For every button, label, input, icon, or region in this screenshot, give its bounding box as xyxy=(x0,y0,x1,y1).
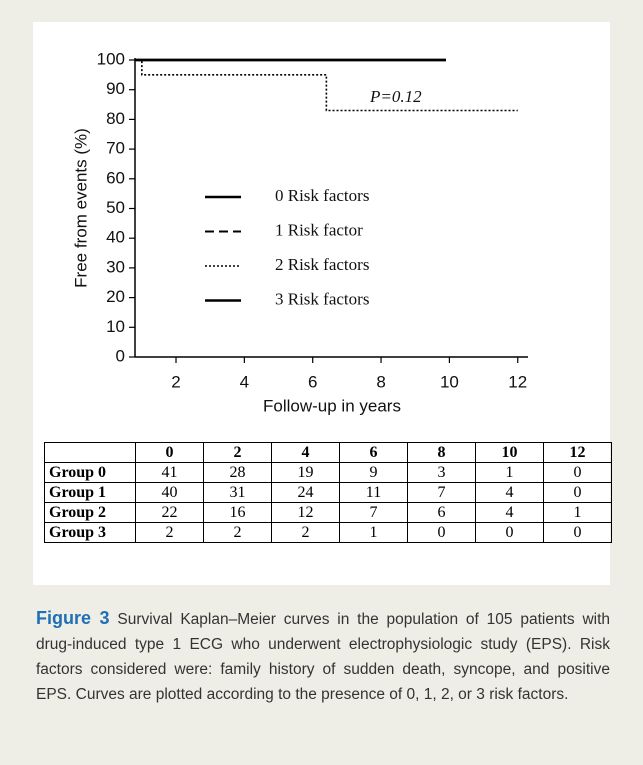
x-axis-label: Follow-up in years xyxy=(263,396,401,415)
column-header: 4 xyxy=(271,442,340,463)
column-header: 2 xyxy=(203,442,272,463)
table-cell: 1 xyxy=(543,502,612,523)
annotation: P=0.12 xyxy=(369,87,422,106)
chart: Free from events (%) Follow-up in years … xyxy=(71,49,528,415)
table-cell: 2 xyxy=(135,522,204,543)
table-cell: 40 xyxy=(135,482,204,503)
x-tick-label: 6 xyxy=(308,372,317,391)
y-tick-label: 30 xyxy=(106,257,125,276)
row-label: Group 1 xyxy=(44,482,136,503)
table-cell: 3 xyxy=(407,462,476,483)
table-row: Group 0 41 28 19 9 3 1 0 xyxy=(44,462,612,483)
table-cell: 0 xyxy=(475,522,544,543)
x-tick-label: 10 xyxy=(440,372,459,391)
row-label: Group 3 xyxy=(44,522,136,543)
table-cell: 41 xyxy=(135,462,204,483)
y-tick-label: 20 xyxy=(106,287,125,306)
legend-label: 1 Risk factor xyxy=(275,220,363,239)
caption-text: Survival Kaplan–Meier curves in the popu… xyxy=(36,611,611,703)
row-label: Group 2 xyxy=(44,502,136,523)
table-cell: 4 xyxy=(475,482,544,503)
table-cell: 28 xyxy=(203,462,272,483)
legend-label: 2 Risk factors xyxy=(275,255,369,274)
at-risk-table: 0 2 4 6 8 10 12 Group 0 41 28 19 9 3 1 0 Group 1 40 31 24 1… xyxy=(44,442,612,543)
table-cell: 6 xyxy=(407,502,476,523)
table-cell: 22 xyxy=(135,502,204,523)
column-header: 12 xyxy=(543,442,612,463)
survival-curve xyxy=(135,59,518,112)
x-tick-label: 2 xyxy=(171,372,180,391)
table-cell: 31 xyxy=(203,482,272,503)
table-cell: 2 xyxy=(271,522,340,543)
y-tick-label: 100 xyxy=(97,49,125,68)
y-tick-label: 0 xyxy=(116,346,125,365)
table-cell: 1 xyxy=(339,522,408,543)
table-cell: 11 xyxy=(339,482,408,503)
x-tick-label: 12 xyxy=(508,372,527,391)
table-cell: 1 xyxy=(475,462,544,483)
table-cell: 16 xyxy=(203,502,272,523)
table-cell: 9 xyxy=(339,462,408,483)
table-cell: 19 xyxy=(271,462,340,483)
table-cell: 0 xyxy=(543,462,612,483)
y-tick-label: 80 xyxy=(106,109,125,128)
caption-label: Figure 3 xyxy=(36,608,110,628)
y-axis-label: Free from events (%) xyxy=(71,128,90,288)
y-tick-label: 60 xyxy=(106,168,125,187)
x-tick-label: 4 xyxy=(240,372,249,391)
header-row: 0 2 4 6 8 10 12 xyxy=(44,442,612,463)
x-tick-label: 8 xyxy=(376,372,385,391)
table-cell: 4 xyxy=(475,502,544,523)
table-cell: 2 xyxy=(203,522,272,543)
row-label: Group 0 xyxy=(44,462,136,483)
corner-cell xyxy=(44,442,136,463)
caption: Figure 3 Survival Kaplan–Meier curves in… xyxy=(36,606,610,707)
table-cell: 0 xyxy=(543,522,612,543)
column-header: 8 xyxy=(407,442,476,463)
y-tick-label: 40 xyxy=(106,228,125,247)
table-row: Group 2 22 16 12 7 6 4 1 xyxy=(44,502,612,523)
legend-label: 3 Risk factors xyxy=(275,289,369,308)
table-row: Group 1 40 31 24 11 7 4 0 xyxy=(44,482,612,503)
legend-label: 0 Risk factors xyxy=(275,186,369,205)
y-tick-label: 90 xyxy=(106,79,125,98)
table-cell: 0 xyxy=(543,482,612,503)
column-header: 10 xyxy=(475,442,544,463)
y-tick-label: 10 xyxy=(106,317,125,336)
table-cell: 7 xyxy=(407,482,476,503)
column-header: 6 xyxy=(339,442,408,463)
table-cell: 12 xyxy=(271,502,340,523)
y-tick-label: 70 xyxy=(106,139,125,158)
table-cell: 7 xyxy=(339,502,408,523)
table-cell: 24 xyxy=(271,482,340,503)
y-tick-label: 50 xyxy=(106,198,125,217)
table-cell: 0 xyxy=(407,522,476,543)
column-header: 0 xyxy=(135,442,204,463)
